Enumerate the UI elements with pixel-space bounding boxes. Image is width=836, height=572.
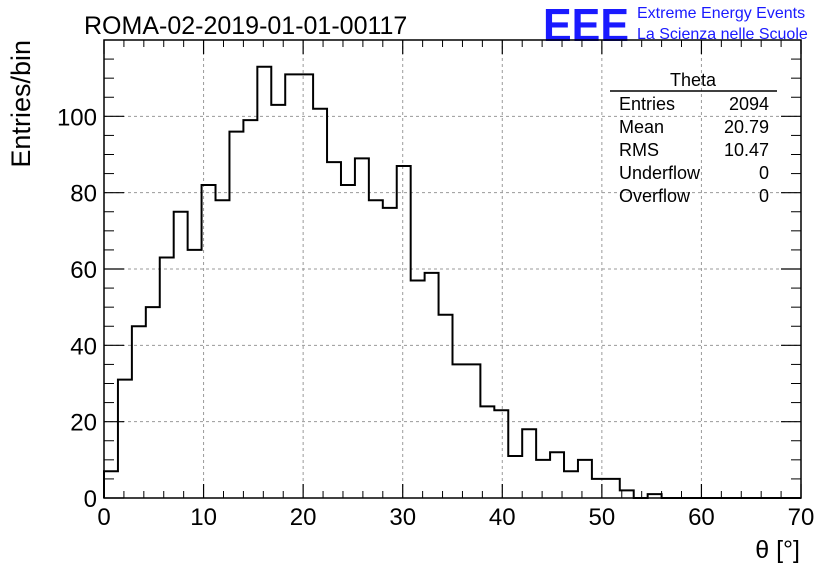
y-tick-labels: 0 20 40 60 80 100 bbox=[57, 104, 97, 513]
y-tick-label: 40 bbox=[70, 333, 97, 360]
histogram-bin bbox=[229, 132, 243, 498]
histogram bbox=[103, 65, 801, 499]
x-tick-label: 10 bbox=[190, 504, 217, 531]
histogram-bin bbox=[383, 208, 397, 498]
histogram-bin bbox=[411, 280, 425, 498]
histogram-bin bbox=[104, 471, 118, 498]
stats-value: 0 bbox=[759, 186, 769, 206]
histogram-bin bbox=[536, 460, 550, 498]
histogram-bin bbox=[494, 410, 508, 498]
chart-title: ROMA-02-2019-01-01-00117 bbox=[84, 12, 407, 40]
x-tick-label: 40 bbox=[489, 504, 516, 531]
stats-label: RMS bbox=[619, 140, 659, 160]
stats-title: Theta bbox=[670, 70, 717, 90]
stats-label: Entries bbox=[619, 94, 675, 114]
x-axis-label: θ [°] bbox=[755, 536, 800, 564]
histogram-bin bbox=[243, 120, 257, 498]
x-tick-label: 20 bbox=[290, 504, 317, 531]
plot-frame bbox=[103, 39, 802, 499]
brand-line-2: La Scienza nelle Scuole bbox=[637, 26, 808, 43]
x-tick-label: 70 bbox=[788, 504, 815, 531]
x-tick-label: 30 bbox=[389, 504, 416, 531]
histogram-bin bbox=[299, 74, 313, 498]
stats-value: 10.47 bbox=[724, 140, 769, 160]
histogram-bin bbox=[522, 429, 536, 498]
histogram-bin bbox=[174, 212, 188, 498]
histogram-bin bbox=[369, 200, 383, 498]
y-tick-label: 0 bbox=[84, 486, 97, 513]
histogram-bin bbox=[606, 479, 620, 498]
stats-value: 20.79 bbox=[724, 117, 769, 137]
histogram-bin bbox=[285, 74, 299, 498]
stats-value: 2094 bbox=[729, 94, 769, 114]
stats-label: Overflow bbox=[619, 186, 691, 206]
x-tick-label: 50 bbox=[589, 504, 616, 531]
grid-lines bbox=[104, 40, 801, 498]
histogram-bin bbox=[341, 185, 355, 498]
histogram-bin bbox=[146, 307, 160, 498]
brand-line-1: Extreme Energy Events bbox=[637, 5, 805, 22]
histogram-outline bbox=[103, 65, 801, 499]
histogram-bin bbox=[216, 200, 230, 498]
histogram-bin bbox=[132, 326, 146, 498]
stats-value: 0 bbox=[759, 163, 769, 183]
y-tick-label: 60 bbox=[70, 257, 97, 284]
histogram-bin bbox=[202, 185, 216, 498]
y-tick-label: 100 bbox=[57, 104, 97, 131]
histogram-bin bbox=[508, 456, 522, 498]
histogram-bin bbox=[480, 406, 494, 498]
histogram-bin bbox=[466, 364, 480, 498]
histogram-bin bbox=[439, 315, 453, 498]
stats-label: Mean bbox=[619, 117, 664, 137]
x-tick-label: 0 bbox=[97, 504, 110, 531]
y-tick-label: 80 bbox=[70, 181, 97, 208]
histogram-bin bbox=[453, 364, 467, 498]
histogram-bin bbox=[257, 67, 271, 498]
histogram-bin bbox=[397, 166, 411, 498]
histogram-bin bbox=[271, 105, 285, 498]
histogram-bin bbox=[425, 273, 439, 498]
eee-logo: EEE bbox=[543, 0, 629, 51]
x-tick-labels: 0 10 20 30 40 50 60 70 bbox=[97, 504, 814, 531]
histogram-bin bbox=[355, 158, 369, 498]
histogram-bin bbox=[313, 109, 327, 498]
stats-box: Theta Entries 2094 Mean 20.79 RMS 10.47 Underf… bbox=[610, 70, 777, 206]
histogram-bin bbox=[564, 471, 578, 498]
stats-label: Underflow bbox=[619, 163, 701, 183]
histogram-bin bbox=[578, 460, 592, 498]
y-axis-label: Entries/bin bbox=[6, 40, 36, 168]
histogram-bin bbox=[118, 380, 132, 498]
y-tick-label: 20 bbox=[70, 410, 97, 437]
histogram-bin bbox=[188, 250, 202, 498]
histogram-bin bbox=[160, 258, 174, 498]
histogram-bin bbox=[592, 479, 606, 498]
x-tick-label: 60 bbox=[688, 504, 715, 531]
histogram-bin bbox=[327, 162, 341, 498]
